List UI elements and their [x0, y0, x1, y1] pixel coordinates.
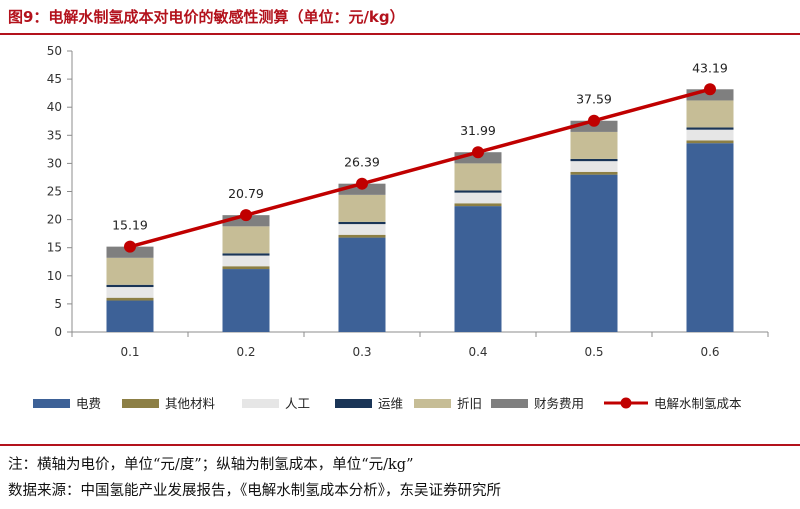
y-tick-label: 15 — [47, 241, 62, 255]
bar-segment — [454, 206, 502, 332]
y-tick-label: 0 — [54, 325, 62, 339]
chart-title: 图9：电解水制氢成本对电价的敏感性测算（单位：元/kg） — [8, 8, 405, 26]
bar-segment — [338, 237, 386, 332]
data-label: 15.19 — [112, 218, 148, 233]
bars — [106, 89, 734, 332]
bar-segment — [454, 163, 502, 191]
bar-segment — [454, 203, 502, 207]
bar-segment — [106, 257, 154, 285]
bar-segment — [222, 226, 270, 254]
bar-segment — [338, 224, 386, 235]
y-tick-label: 20 — [47, 213, 62, 227]
legend: 电费 其他材料 人工 运维 折旧 财务费用 电解水制氢成本 — [33, 396, 742, 411]
bar-segment — [686, 127, 734, 130]
footer-rule — [0, 444, 800, 446]
x-tick-label: 0.1 — [120, 345, 139, 359]
data-label: 37.59 — [576, 92, 612, 107]
cost-line-point — [240, 209, 252, 222]
title-rule — [0, 33, 800, 35]
legend-label: 折旧 — [457, 396, 482, 411]
legend-label: 财务费用 — [534, 396, 584, 411]
bar-segment — [454, 192, 502, 204]
legend-swatch — [414, 399, 451, 408]
y-tick-label: 50 — [47, 44, 62, 58]
cost-line-point — [124, 240, 136, 253]
legend-swatch — [33, 399, 70, 408]
bar-segment — [106, 300, 154, 332]
bar-segment — [338, 234, 386, 238]
bar-segment — [454, 190, 502, 193]
y-tick-label: 35 — [47, 128, 62, 142]
y-tick-label: 45 — [47, 72, 62, 86]
data-label: 20.79 — [228, 186, 264, 201]
legend-label: 其他材料 — [165, 396, 216, 411]
data-label: 43.19 — [692, 60, 728, 75]
data-labels: 15.19 20.79 26.39 31.99 37.59 43.19 — [112, 60, 728, 232]
legend-label: 电费 — [76, 396, 101, 411]
bar-segment — [686, 140, 734, 144]
cost-line-point — [588, 114, 600, 127]
bar-segment — [570, 171, 618, 175]
y-tick-label: 40 — [47, 100, 62, 114]
bar-segment — [222, 266, 270, 270]
bar-segment — [338, 194, 386, 222]
legend-label: 人工 — [285, 396, 310, 411]
legend-label: 运维 — [378, 396, 403, 411]
legend-swatch — [335, 399, 372, 408]
legend-swatch — [491, 399, 528, 408]
y-tick-label: 25 — [47, 185, 62, 199]
chart-svg: 0 5 10 15 20 25 30 35 40 45 50 0.1 0.2 0.3 0.4 0.5 0.6 1… — [33, 44, 769, 411]
x-tick-label: 0.3 — [352, 345, 371, 359]
legend-swatch — [122, 399, 159, 408]
bar-segment — [106, 284, 154, 288]
bar-segment — [686, 143, 734, 332]
legend-swatch-marker — [620, 397, 632, 409]
axes: 0 5 10 15 20 25 30 35 40 45 50 0.1 0.2 0.3 0.4 0.5 0.6 — [47, 44, 769, 359]
footer-note: 注：横轴为电价，单位“元/度”；纵轴为制氢成本，单位“元/kg” — [8, 457, 414, 473]
y-tick-label: 5 — [54, 297, 62, 311]
bar-segment — [106, 287, 154, 298]
bar-segment — [338, 221, 386, 225]
x-tick-label: 0.4 — [468, 345, 487, 359]
cost-line — [124, 83, 716, 253]
bar-segment — [222, 269, 270, 332]
data-label: 26.39 — [344, 155, 380, 170]
y-tick-label: 10 — [47, 269, 62, 283]
cost-line-point — [472, 146, 484, 159]
bar-segment — [106, 297, 154, 301]
bar-segment — [686, 100, 734, 128]
x-tick-label: 0.6 — [700, 345, 719, 359]
x-tick-label: 0.2 — [236, 345, 255, 359]
footer-source: 数据来源：中国氢能产业发展报告，《电解水制氢成本分析》，东吴证券研究所 — [8, 483, 501, 499]
bar-segment — [570, 131, 618, 159]
bar-segment — [570, 158, 618, 162]
x-tick-label: 0.5 — [584, 345, 603, 359]
cost-line-point — [704, 83, 716, 96]
bar-segment — [570, 161, 618, 172]
legend-swatch — [242, 399, 279, 408]
cost-line-point — [356, 177, 368, 190]
bar-segment — [570, 174, 618, 332]
y-tick-label: 30 — [47, 156, 62, 170]
data-label: 31.99 — [460, 123, 496, 138]
bar-segment — [686, 129, 734, 141]
bar-segment — [222, 255, 270, 267]
cost-line-path — [129, 87, 711, 249]
bar-segment — [222, 253, 270, 256]
legend-label: 电解水制氢成本 — [654, 396, 742, 411]
